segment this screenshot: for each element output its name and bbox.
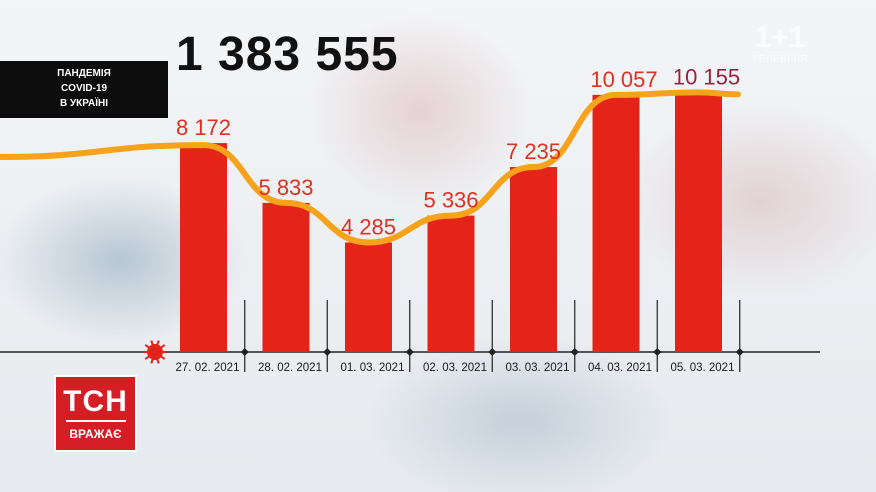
bar (510, 167, 557, 352)
title-line-2: COVID-19 (60, 83, 108, 94)
bar (592, 94, 640, 352)
title-line-3: В УКРАЇНІ (59, 98, 109, 109)
axis-diamond (240, 348, 249, 356)
data-label: 10 155 (673, 64, 740, 89)
tick-label: 04. 03. 2021 (588, 362, 652, 374)
bar (345, 242, 392, 352)
logo-sub-text: ВРАЖАЄ (69, 427, 122, 441)
tick-label: 02. 03. 2021 (423, 362, 487, 374)
data-label: 7 235 (506, 139, 561, 164)
logo-main-text: ТСН (63, 385, 128, 418)
tick-label: 27. 02. 2021 (176, 362, 240, 374)
logo-divider (65, 420, 126, 422)
tick-label: 28. 02. 2021 (258, 362, 322, 374)
bar (427, 215, 475, 352)
tick-label: 03. 03. 2021 (506, 362, 570, 374)
bar (675, 92, 722, 352)
data-label: 8 172 (176, 115, 231, 140)
data-label: 10 057 (590, 67, 657, 92)
axis-diamond (405, 348, 414, 356)
trend-line (0, 89, 741, 246)
data-label: 4 285 (341, 214, 396, 239)
tsn-logo: ТСН ВРАЖАЄ (54, 375, 137, 452)
virus-icon (147, 344, 163, 360)
channel-watermark: 1+1 ТЕЛЕВІЗІЯ (735, 21, 825, 66)
tick-label: 05. 03. 2021 (671, 362, 735, 374)
axis-diamond (735, 348, 744, 356)
data-label: 5 336 (423, 188, 478, 213)
axis-diamond (323, 348, 332, 356)
axis-diamond (653, 348, 662, 356)
watermark-sub: ТЕЛЕВІЗІЯ (752, 54, 808, 65)
data-label: 5 833 (258, 175, 313, 200)
pandemic-title-panel: ПАНДЕМІЯ COVID-19 В УКРАЇНІ (0, 61, 168, 118)
axis-diamond (570, 348, 579, 356)
axis-diamond (488, 348, 497, 356)
bar (262, 202, 310, 352)
title-line-1: ПАНДЕМІЯ (57, 68, 111, 79)
tick-label: 01. 03. 2021 (341, 362, 405, 374)
total-cases-count: 1 383 555 (176, 28, 399, 81)
watermark-main: 1+1 (754, 21, 806, 54)
bar (180, 143, 227, 352)
